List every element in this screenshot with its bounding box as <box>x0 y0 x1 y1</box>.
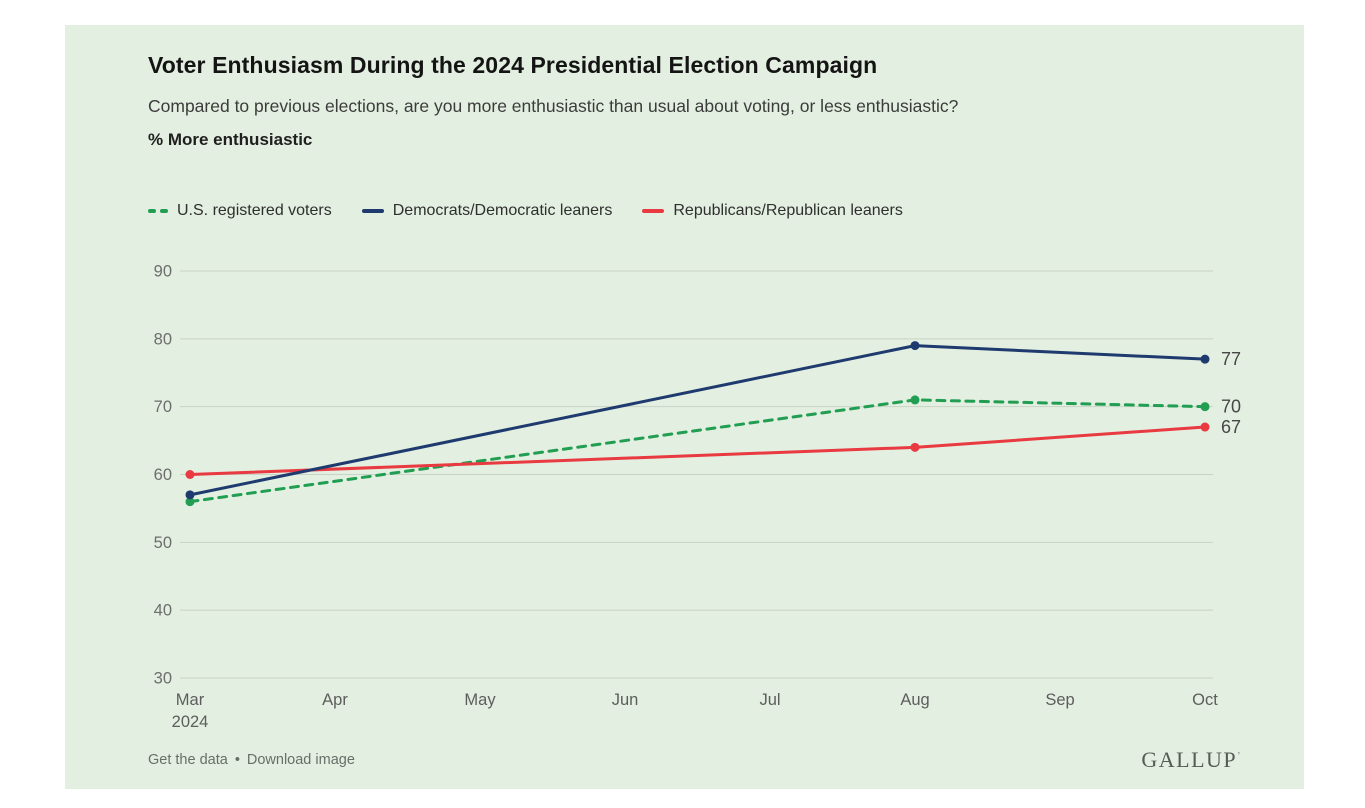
x-axis-year-label: 2024 <box>172 713 209 731</box>
y-axis-tick-label: 90 <box>154 263 172 281</box>
gallup-wordmark: GALLUP <box>1141 747 1238 772</box>
x-axis-tick-label: Aug <box>900 691 929 709</box>
legend-item-label: U.S. registered voters <box>177 202 332 219</box>
chart-legend: U.S. registered voters Democrats/Democra… <box>148 202 903 220</box>
y-axis-tick-label: 50 <box>154 534 172 552</box>
y-axis-tick-label: 30 <box>154 669 172 687</box>
enthusiasm-line-chart: 30 40 50 60 70 80 90 Mar 2024 Apr May Jun Jul Aug Sep O… <box>154 263 1241 732</box>
legend-item-label: Democrats/Democratic leaners <box>392 202 613 219</box>
data-point-marker <box>1200 354 1210 364</box>
y-axis-tick-label: 40 <box>154 602 172 620</box>
chart-title: Voter Enthusiasm During the 2024 Preside… <box>148 52 878 78</box>
data-point-marker <box>1200 402 1210 412</box>
data-point-marker <box>910 442 920 452</box>
measure-label: % More enthusiastic <box>148 130 313 149</box>
get-the-data-link[interactable]: Get the data <box>148 752 228 768</box>
data-point-marker <box>1200 422 1210 432</box>
series-end-value-label: 70 <box>1221 397 1241 417</box>
series-end-value-label: 67 <box>1221 417 1241 437</box>
x-axis-tick-label: Apr <box>322 691 348 709</box>
legend-item-label: Republicans/Republican leaners <box>673 202 903 219</box>
series-end-value-label: 77 <box>1221 349 1241 369</box>
gallup-trademark-mark: ’ <box>1237 750 1242 762</box>
series-line <box>188 398 1207 504</box>
x-axis-tick-label: Jun <box>612 691 639 709</box>
data-point-marker <box>910 341 920 351</box>
data-point-marker <box>185 469 195 479</box>
x-axis-tick-label: Mar <box>176 691 205 709</box>
legend-item-registered-voters: U.S. registered voters <box>148 202 332 220</box>
gallup-logo: GALLUP’ <box>1141 747 1242 773</box>
y-axis-tick-label: 80 <box>154 330 172 348</box>
x-axis-tick-label: Sep <box>1045 691 1074 709</box>
chart-subtitle: Compared to previous elections, are you … <box>148 96 959 116</box>
download-image-link[interactable]: Download image <box>246 752 355 768</box>
legend-item-democrats: Democrats/Democratic leaners <box>361 202 613 220</box>
x-axis-tick-label: May <box>464 691 496 709</box>
solid-line-icon <box>361 209 384 213</box>
y-axis-tick-label: 70 <box>154 398 172 416</box>
dashed-line-icon <box>148 209 168 213</box>
data-point-marker <box>185 490 195 500</box>
solid-line-icon <box>642 209 665 213</box>
series-line <box>188 425 1207 476</box>
footer-separator: • <box>234 752 240 768</box>
series-line <box>188 344 1207 497</box>
legend-item-republicans: Republicans/Republican leaners <box>642 202 903 220</box>
data-point-marker <box>185 497 195 507</box>
chart-card: Voter Enthusiasm During the 2024 Preside… <box>65 25 1304 789</box>
y-axis-tick-label: 60 <box>154 466 172 484</box>
data-point-marker <box>910 395 920 405</box>
x-axis-tick-label: Jul <box>759 691 780 709</box>
x-axis-tick-label: Oct <box>1192 691 1218 709</box>
chart-footer: Get the data • Download image GALLUP’ <box>148 747 1242 773</box>
footer-links: Get the data • Download image <box>148 752 355 768</box>
